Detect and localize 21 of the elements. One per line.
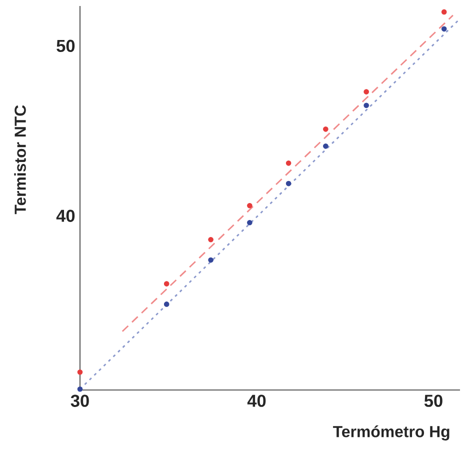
point	[286, 180, 292, 186]
point	[77, 386, 83, 392]
x-tick-label: 40	[247, 394, 266, 407]
point	[208, 257, 214, 263]
x-tick-label: 30	[70, 394, 89, 407]
point	[323, 144, 328, 149]
point	[441, 26, 447, 32]
point	[286, 160, 292, 166]
point	[441, 9, 447, 15]
point	[208, 236, 214, 242]
point	[77, 370, 83, 375]
point	[247, 220, 252, 226]
x-tick-label: 50	[424, 394, 442, 407]
point	[247, 202, 252, 208]
x-axis-title: Termómetro Hg	[333, 425, 450, 440]
point	[164, 302, 170, 307]
y-axis-title: Termistor NTC	[14, 105, 26, 214]
point	[323, 126, 328, 132]
point	[364, 89, 369, 94]
point	[364, 102, 369, 108]
point	[164, 281, 170, 286]
